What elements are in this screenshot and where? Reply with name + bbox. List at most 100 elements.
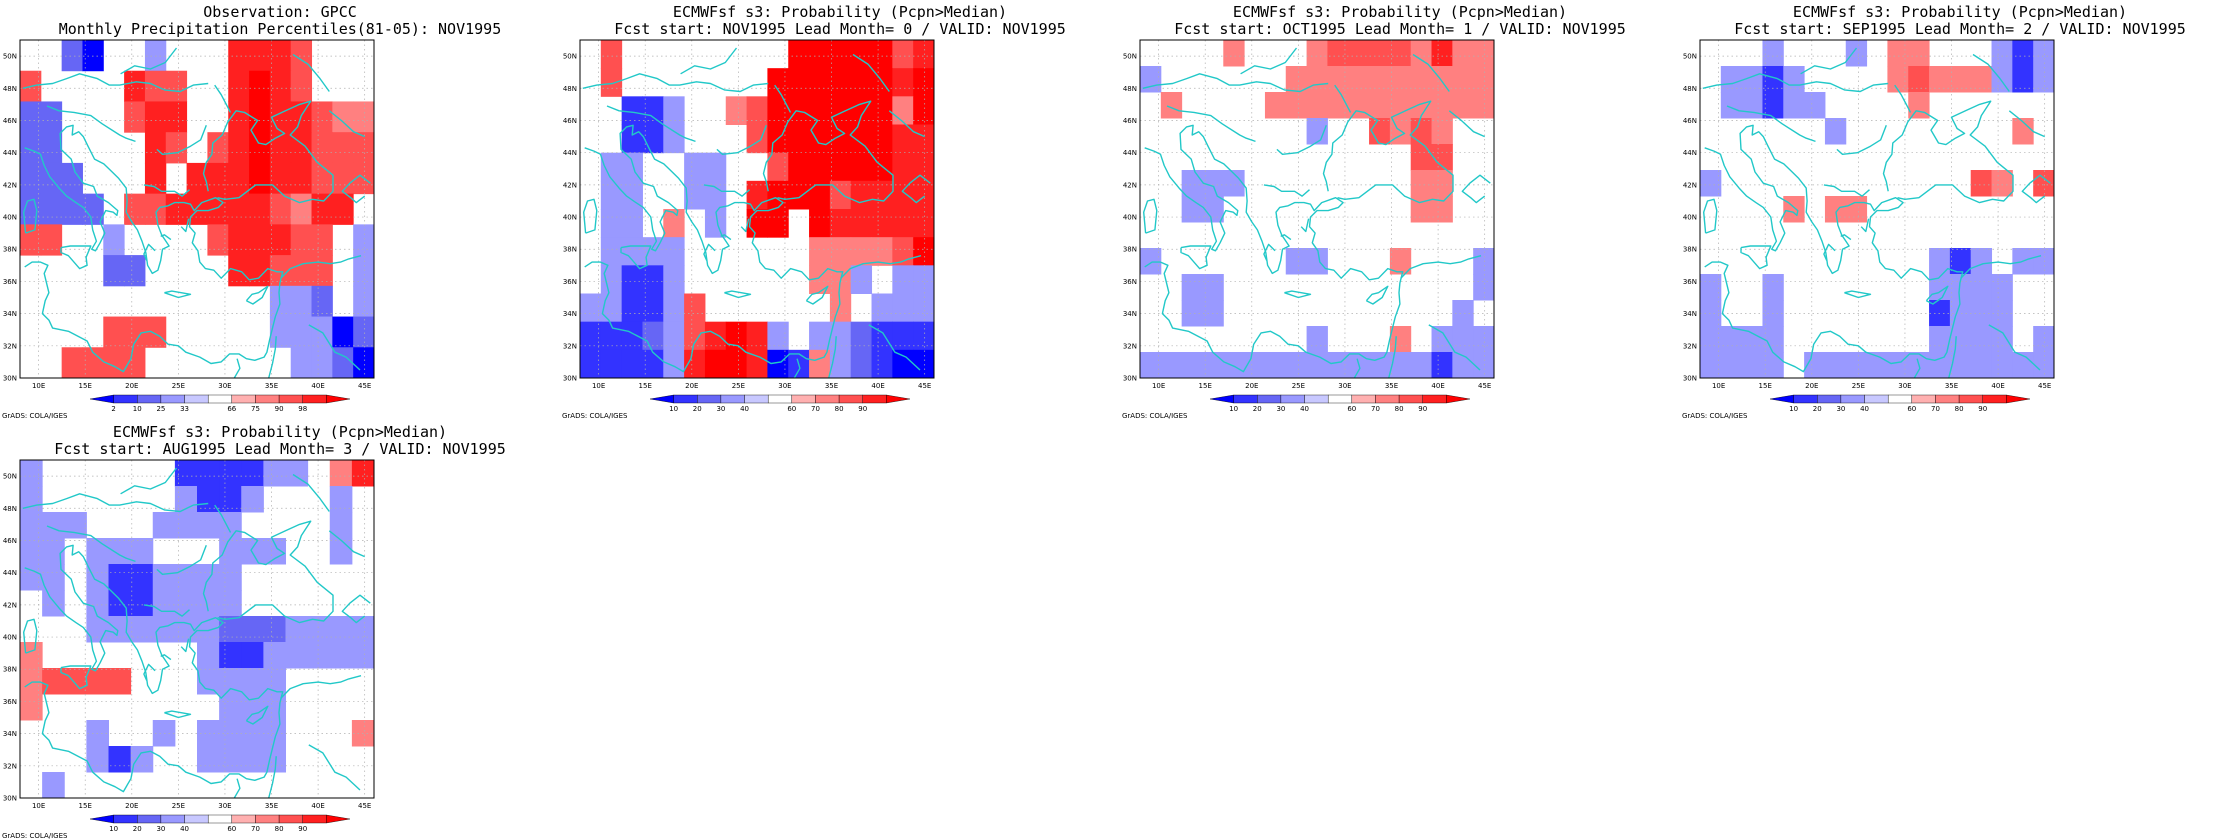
colorbar-label: 30 (1276, 405, 1285, 413)
grid-cell (1181, 352, 1203, 379)
grid-cell (871, 180, 893, 210)
lat-tick-label: 38N (3, 246, 17, 254)
grid-cell (913, 124, 935, 154)
lat-tick-label: 32N (1683, 342, 1697, 350)
coastline (46, 525, 136, 563)
grid-cell (1431, 170, 1453, 197)
colorbar-label: 75 (251, 405, 260, 413)
lon-tick-label: 20E (685, 382, 698, 390)
grid-cell (241, 538, 264, 565)
grid-cell (1306, 248, 1328, 275)
coastline (328, 110, 365, 138)
grid-cell (1473, 274, 1495, 301)
grid-cell (329, 460, 353, 487)
coastline (901, 174, 931, 204)
grid-cell (621, 209, 643, 238)
grid-cell (642, 265, 664, 294)
grid-cell (1202, 300, 1224, 327)
colorbar-swatch (862, 394, 887, 404)
grid-cell (285, 642, 309, 669)
grid-cell (871, 96, 893, 125)
grid-cell (269, 224, 292, 256)
coastline (202, 520, 334, 624)
colorbar-swatch (1375, 394, 1400, 404)
colorbar-swatch (184, 814, 209, 824)
grid-cell (1306, 118, 1328, 145)
coastline (160, 234, 172, 241)
coastline (328, 530, 365, 558)
grid-cell (1431, 326, 1453, 353)
coastline (268, 756, 277, 798)
grid-cell (165, 193, 188, 225)
colorbar-label: 90 (1418, 405, 1427, 413)
grid-cell (767, 68, 789, 97)
grid-cell (746, 349, 768, 379)
grid-cell (1140, 352, 1162, 379)
coastline (214, 84, 232, 113)
coastline (620, 245, 652, 270)
coastline (1740, 245, 1772, 270)
lon-tick-label: 35E (265, 802, 278, 810)
coastline (762, 100, 894, 204)
coastline (2008, 110, 2045, 138)
grid-cell (704, 321, 727, 351)
colorbar-swatch (1982, 394, 2007, 404)
grid-cell (913, 321, 935, 351)
coastline (164, 710, 192, 719)
grid-cell (1348, 92, 1370, 119)
grid-cell (219, 616, 242, 643)
grid-cell (263, 746, 287, 773)
colorbar-swatch (278, 814, 303, 824)
grid-cell (600, 237, 623, 266)
panel-title-line1: Observation: GPCC (203, 3, 357, 21)
grid-cell (1223, 352, 1245, 379)
grid-cell (20, 512, 43, 539)
grid-cell (1783, 196, 1805, 223)
grid-cell (332, 316, 354, 348)
coastline (1353, 358, 1361, 378)
lon-tick-label: 30E (1898, 382, 1911, 390)
grid-cell (1473, 40, 1495, 67)
coastline (24, 544, 284, 793)
grid-cell (1452, 300, 1474, 327)
coastline (24, 124, 284, 373)
lon-tick-label: 35E (1945, 382, 1958, 390)
grid-cell (228, 40, 250, 72)
colorbar-label: 20 (1813, 405, 1822, 413)
shaded-cells (20, 40, 375, 379)
grid-cell (1908, 40, 1930, 67)
grid-cell (1991, 326, 2013, 353)
grid-cell (1845, 40, 1868, 67)
colorbar-label: 30 (1836, 405, 1845, 413)
shaded-cells (20, 460, 375, 799)
colorbar-swatch (1817, 394, 1842, 404)
grid-cell (353, 316, 375, 348)
coastline (268, 336, 277, 378)
lat-tick-label: 48N (3, 505, 17, 513)
lat-tick-label: 36N (1123, 278, 1137, 286)
colorbar-label: 30 (156, 825, 165, 833)
grid-cell (663, 237, 685, 266)
grid-cell (263, 538, 287, 565)
coastline (1448, 110, 1485, 138)
grid-cell (621, 265, 643, 294)
coastline (1461, 174, 1491, 204)
panel-forecast-lead-3: ECMWFsf s3: Probability (Pcpn>Median) Fc… (0, 420, 560, 840)
grid-cell (809, 349, 831, 379)
grid-cell (1452, 40, 1474, 67)
grid-cell (1327, 92, 1349, 119)
colorbar-label: 25 (156, 405, 165, 413)
grid-cell (913, 293, 935, 323)
grid-cell (249, 40, 271, 72)
grid-cell (20, 224, 42, 256)
lon-tick-labels: 10E 15E 20E 25E 30E 35E 40E 45E (32, 802, 371, 810)
lat-tick-label: 38N (1123, 246, 1137, 254)
lat-tick-label: 46N (1683, 117, 1697, 125)
colorbar-label: 70 (811, 405, 820, 413)
colorbar: 10 20 30 40 60 70 80 90 (1209, 394, 1471, 413)
grid-cell (86, 590, 110, 617)
coastline (1948, 336, 1957, 378)
grid-cell (307, 642, 331, 669)
grid-cell (621, 321, 643, 351)
grid-cell (311, 101, 333, 133)
